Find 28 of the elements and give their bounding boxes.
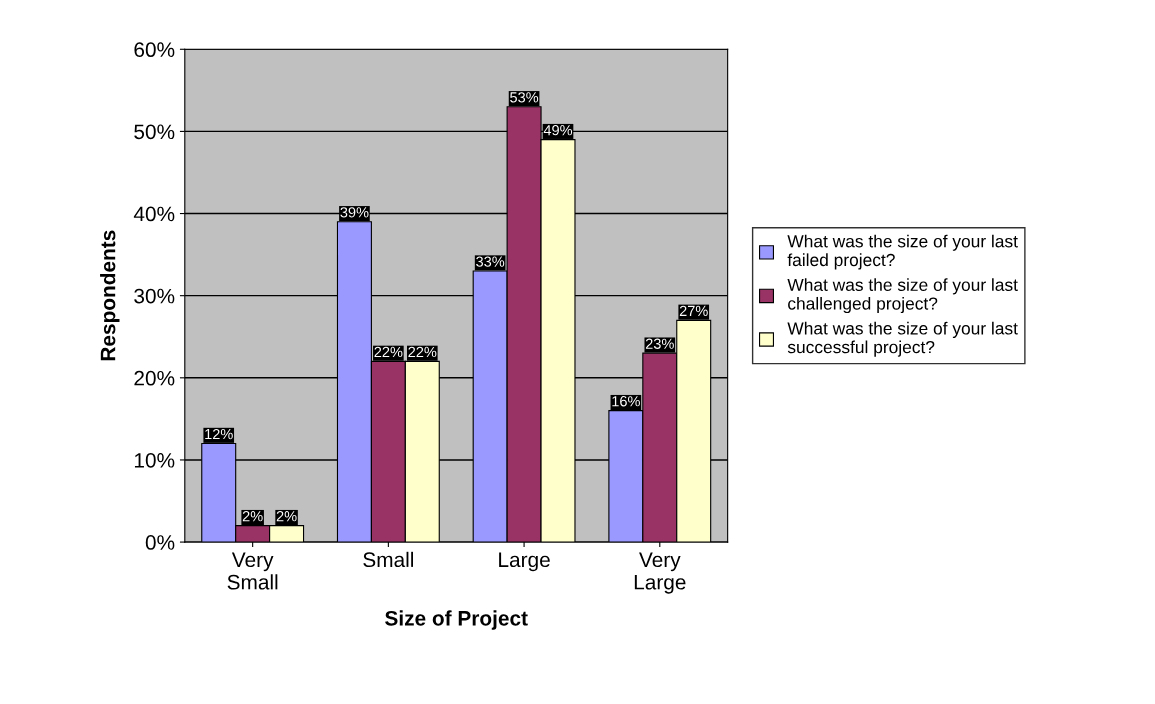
data-label: 22% bbox=[374, 346, 403, 358]
data-label: 53% bbox=[510, 92, 539, 103]
legend-label: What was the size of your last challenged project? bbox=[787, 278, 1018, 314]
data-label: 33% bbox=[476, 256, 505, 267]
data-label: 2% bbox=[242, 511, 263, 522]
x-tick-label: Very Small bbox=[227, 552, 278, 590]
y-tick-label: 40% bbox=[133, 206, 175, 222]
y-tick-label: 60% bbox=[134, 42, 175, 58]
y-tick-label: 0% bbox=[145, 535, 175, 550]
y-tick-label: 30% bbox=[134, 288, 175, 304]
y-axis-title: Respondents bbox=[100, 230, 120, 361]
data-label: 23% bbox=[645, 338, 674, 349]
y-tick-label: 50% bbox=[134, 124, 175, 140]
x-axis-title: Size of Project bbox=[385, 610, 528, 630]
data-label: 39% bbox=[340, 207, 369, 218]
data-label: 27% bbox=[679, 305, 708, 316]
data-label: 2% bbox=[276, 511, 297, 522]
x-tick-label: Very Large bbox=[634, 552, 686, 594]
data-label: 12% bbox=[205, 428, 233, 440]
x-tick-label: Large bbox=[499, 552, 550, 572]
data-label: 22% bbox=[408, 346, 437, 358]
legend-label: What was the size of your last successful project? bbox=[787, 321, 1018, 357]
data-label: 49% bbox=[543, 125, 573, 136]
y-tick-label: 10% bbox=[134, 452, 175, 468]
x-tick-label: Small bbox=[363, 551, 414, 568]
y-tick-label: 20% bbox=[134, 370, 175, 386]
legend-label: What was the size of your last failed project? bbox=[787, 234, 1018, 270]
data-label: 16% bbox=[612, 396, 640, 407]
